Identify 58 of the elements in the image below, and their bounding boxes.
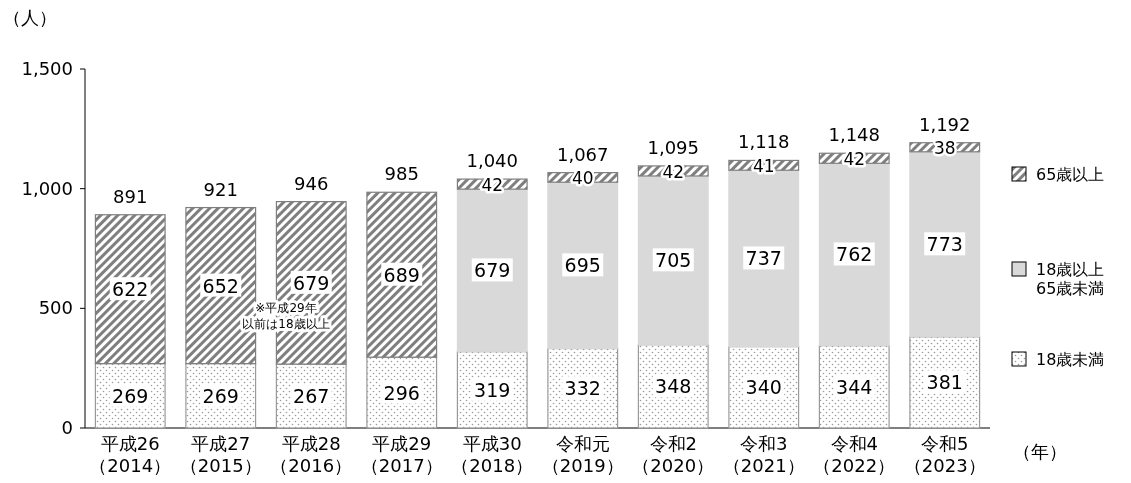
- x-tick-label: 令和5（2023）: [903, 433, 986, 476]
- data-label: 652: [202, 274, 239, 297]
- data-label: 42: [481, 175, 504, 196]
- data-label: 332: [564, 377, 601, 400]
- x-tick-label: 平成29（2017）: [360, 433, 443, 476]
- data-label: 40: [571, 168, 594, 189]
- data-label: 296: [383, 381, 420, 404]
- x-tick-label: 平成28（2016）: [270, 433, 353, 476]
- data-label: 269: [112, 384, 149, 407]
- data-label: 689: [383, 263, 420, 286]
- total-label: 946: [294, 172, 329, 194]
- total-label: 1,192: [918, 113, 971, 135]
- total-label: 1,040: [466, 150, 519, 172]
- data-label: 773: [926, 233, 963, 256]
- x-tick-label: 平成26（2014）: [89, 433, 172, 476]
- y-tick-label: 1,500: [21, 58, 73, 79]
- data-label: 737: [745, 247, 782, 270]
- y-tick-label: 1,000: [21, 177, 73, 199]
- x-tick-label: 令和3（2021）: [722, 433, 805, 476]
- data-label: 344: [836, 375, 873, 398]
- x-tick-label: 令和元（2019）: [541, 433, 624, 476]
- total-label: 891: [113, 185, 148, 207]
- data-label: 381: [926, 371, 963, 394]
- y-tick-label: 500: [38, 297, 73, 319]
- total-label: 985: [384, 163, 419, 185]
- data-label: 269: [202, 384, 239, 407]
- data-label: 348: [655, 375, 692, 398]
- x-tick-label: 令和2（2020）: [632, 433, 715, 476]
- x-tick-label: 平成30（2018）: [451, 433, 534, 476]
- data-label: 319: [474, 378, 511, 401]
- data-label: 42: [843, 149, 866, 170]
- y-tick-label: 0: [61, 417, 73, 438]
- x-axis-title: （年）: [1013, 441, 1067, 462]
- total-label: 1,067: [556, 143, 609, 165]
- data-label: 762: [836, 243, 873, 266]
- x-tick-label: 令和4（2022）: [813, 433, 896, 476]
- total-label: 1,148: [828, 124, 881, 146]
- data-label: 679: [474, 259, 511, 282]
- annotation: ※平成29年: [255, 300, 317, 315]
- x-tick-label: 平成27（2015）: [179, 433, 262, 476]
- data-label: 705: [655, 249, 692, 272]
- annotation: 以前は18歳以上: [242, 316, 330, 331]
- data-label: 622: [112, 278, 149, 301]
- y-axis-title: （人）: [3, 7, 57, 28]
- legend-label: 18歳未満: [1036, 350, 1105, 369]
- total-label: 1,095: [647, 136, 700, 158]
- legend-label: 65歳以上: [1036, 165, 1105, 184]
- legend-label: 18歳以上65歳未満: [1036, 260, 1105, 299]
- total-label: 1,118: [737, 131, 790, 153]
- data-label: 340: [745, 376, 782, 399]
- data-label: 38: [933, 138, 956, 159]
- total-label: 921: [203, 178, 238, 200]
- bar: [366, 191, 438, 358]
- data-label: 267: [293, 385, 330, 408]
- bar: [94, 214, 166, 365]
- data-label: 41: [752, 156, 775, 177]
- data-label: 679: [293, 271, 330, 294]
- data-label: 695: [564, 254, 601, 277]
